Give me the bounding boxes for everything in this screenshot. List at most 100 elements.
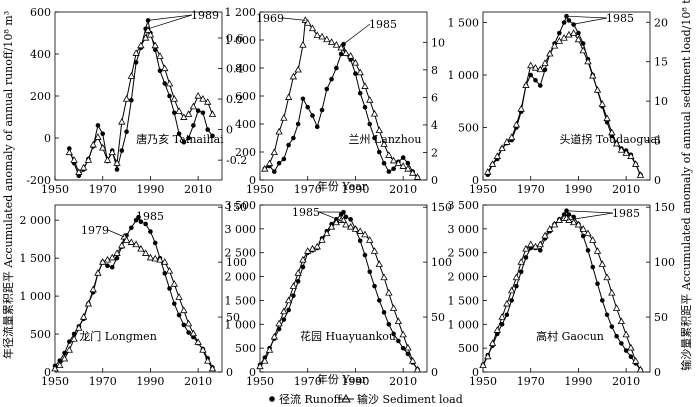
sediment-point [584, 57, 592, 65]
sediment-point [175, 107, 183, 114]
legend: 径流 Runoff 输沙 Sediment load [269, 392, 463, 406]
runoff-point [391, 166, 396, 172]
runoff-point [376, 298, 382, 303]
panel-4: 1950 1970 1990 2010 0 500 1 000 1 500 2 000 0 50 10… [20, 201, 248, 388]
annotation-leader [566, 212, 614, 221]
sediment-point [622, 330, 630, 338]
sediment-point [636, 171, 645, 178]
y-tick-label: 0 [44, 132, 51, 145]
sediment-point [612, 304, 621, 311]
sediment-line [487, 32, 641, 176]
sediment-point [413, 365, 422, 373]
runoff-point [590, 264, 596, 270]
sediment-line [68, 29, 213, 174]
runoff-point [310, 113, 315, 118]
runoff-point [181, 139, 187, 145]
runoff-line [54, 216, 213, 368]
year-annotation: 1969 [256, 12, 284, 25]
sediment-point [550, 41, 559, 49]
y-tick-label: 3 000 [448, 223, 480, 236]
y2-tick-label: 50 [654, 311, 668, 324]
sediment-point [579, 225, 587, 232]
annotation-leader [566, 15, 608, 19]
station-label: 唐乃亥 Tainaihai [136, 132, 224, 146]
runoff-point [191, 123, 196, 128]
y2-tick-label: 0.2 [226, 93, 244, 106]
year-annotation: 1985 [612, 207, 640, 220]
y2-tick-label: 2 [431, 146, 438, 159]
x-tick-label: 2010 [184, 375, 212, 388]
y-tick-label: 1 000 [448, 318, 480, 331]
runoff-point [376, 149, 382, 155]
y-tick-label: 0 [249, 174, 256, 187]
sediment-point [79, 313, 88, 320]
x-tick-label: 2010 [389, 375, 417, 388]
sediment-point [108, 148, 116, 156]
y-tick-label: 3 500 [225, 199, 257, 212]
sediment-point [189, 329, 198, 337]
sediment-point [593, 86, 602, 93]
runoff-point [186, 135, 191, 141]
sediment-point [574, 220, 583, 228]
year-annotation: 1979 [81, 224, 109, 237]
year-annotation: 1985 [292, 206, 320, 219]
legend-sediment-label: 输沙 Sediment load [357, 392, 463, 406]
legend-runoff-label: 径流 Runoff [279, 392, 343, 406]
sediment-point [589, 71, 597, 79]
sediment-point [170, 95, 178, 102]
runoff-point [628, 354, 634, 360]
sediment-point [299, 255, 307, 263]
sediment-point [132, 240, 140, 248]
runoff-point [324, 86, 330, 92]
runoff-point [195, 108, 201, 113]
sediment-point [507, 133, 516, 141]
sediment-point [409, 356, 417, 364]
runoff-point [100, 131, 106, 137]
sediment-point [108, 253, 116, 261]
sediment-point [308, 244, 317, 252]
runoff-point [148, 229, 153, 234]
plot-frame [482, 11, 651, 181]
sediment-point [622, 149, 630, 156]
sediment-point [541, 59, 549, 66]
x-tick-label: 2010 [612, 183, 640, 196]
sediment-point [323, 35, 331, 43]
y2-tick-label: 0 [654, 174, 661, 187]
runoff-point [348, 217, 353, 222]
runoff-point [523, 255, 529, 260]
y-tick-label: 0 [472, 366, 479, 379]
sediment-point [636, 365, 645, 373]
sediment-point [627, 343, 635, 351]
sediment-point [385, 151, 393, 158]
y-tick-label: 2 000 [20, 214, 52, 227]
runoff-point [566, 212, 572, 217]
legend-sediment-marker [341, 393, 351, 403]
sediment-point [199, 95, 207, 102]
runoff-point [566, 18, 572, 23]
sediment-point [194, 338, 202, 345]
sediment-point [289, 72, 298, 80]
y2-tick-label: 6 [431, 91, 438, 104]
sediment-point [632, 356, 640, 364]
sediment-point [275, 127, 283, 135]
runoff-point [386, 169, 392, 174]
sediment-point [332, 41, 341, 48]
y2-tick-label: 10 [654, 95, 668, 108]
sediment-point [555, 216, 564, 223]
sediment-point [612, 139, 621, 147]
sediment-point [632, 160, 640, 167]
runoff-point [372, 283, 377, 289]
runoff-point [124, 129, 129, 134]
x-tick-label: 1990 [564, 183, 592, 196]
x-tick-label: 1970 [517, 375, 545, 388]
right-axis-label: 输沙量累积距平 Accumulated anomaly of annual se… [679, 0, 693, 371]
sediment-point [479, 361, 487, 369]
sediment-point [194, 91, 202, 99]
station-label: 头道拐 Toudaoguai [559, 132, 661, 146]
sediment-point [361, 230, 369, 238]
runoff-point [162, 81, 168, 86]
sediment-point [569, 218, 578, 226]
sediment-point [517, 104, 525, 112]
sediment-point [404, 164, 412, 172]
